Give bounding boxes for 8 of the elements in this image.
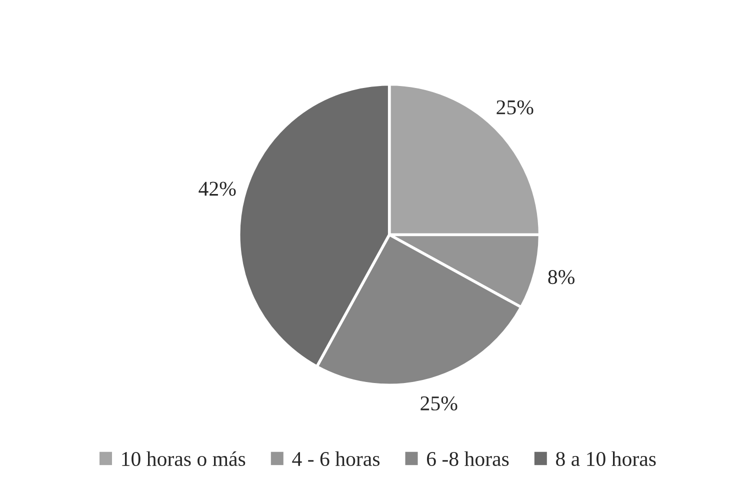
data-label: 25% — [496, 100, 534, 114]
data-label: 8% — [548, 270, 574, 284]
legend-label: 8 a 10 horas — [556, 451, 656, 466]
data-label: 42% — [198, 182, 236, 196]
legend-label: 6 -8 horas — [426, 451, 509, 466]
legend-label: 4 - 6 horas — [292, 451, 380, 466]
data-label: 25% — [420, 396, 458, 410]
legend-label: 10 horas o más — [122, 451, 246, 466]
